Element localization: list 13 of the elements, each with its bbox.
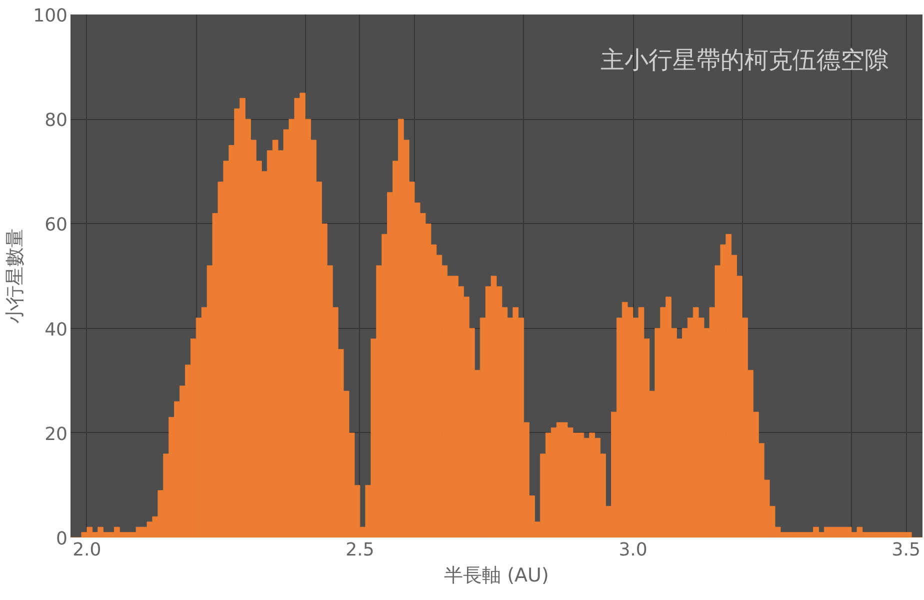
y-tick-label: 40 — [44, 319, 68, 340]
y-tick-label: 20 — [44, 424, 68, 445]
x-tick-label: 2.0 — [72, 540, 102, 560]
x-axis-title: 半長軸 (AU) — [444, 564, 549, 586]
y-axis-title: 小行星數量 — [4, 228, 26, 324]
y-tick-label: 60 — [44, 214, 68, 236]
x-tick-label: 3.5 — [892, 540, 920, 560]
y-tick-label: 0 — [56, 528, 68, 550]
x-tick-label: 3.0 — [618, 540, 648, 560]
y-tick-label: 80 — [44, 110, 68, 132]
x-tick-label: 2.5 — [346, 540, 374, 560]
text: 主小行星帶的柯克伍德空隙 — [600, 46, 888, 74]
y-tick-label: 100 — [33, 6, 68, 26]
